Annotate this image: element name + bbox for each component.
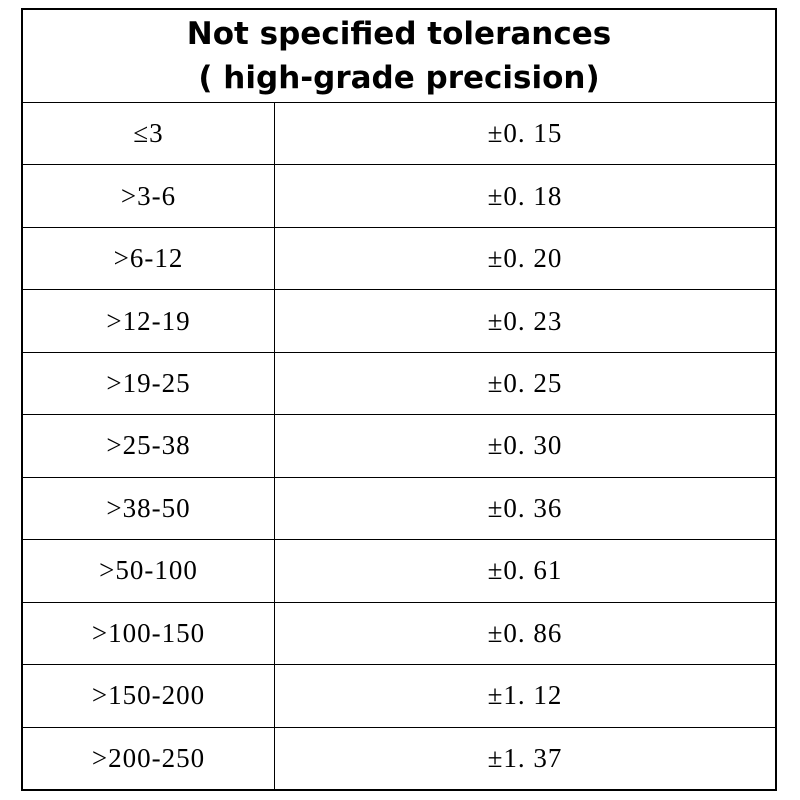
table-row: ≤3 ±0. 15 [23,103,775,166]
tolerance-cell: ±0. 86 [487,617,563,648]
table-row: >100-150 ±0. 86 [23,602,775,666]
table-row: >150-200 ±1. 12 [23,665,775,728]
tolerance-cell: ±0. 20 [487,243,563,274]
range-cell: >38-50 [23,477,275,540]
table-body: ≤3 ±0. 15 >3-6 ±0. 18 >6-12 ±0. 20 >12-1… [23,103,775,789]
range-cell: >12-19 [23,290,275,352]
table-row: >200-250 ±1. 37 [23,727,775,789]
table-title: Not specified tolerances ( high-grade pr… [23,10,775,103]
tolerance-cell: ±0. 25 [487,368,563,399]
table-row: >19-25 ±0. 25 [23,352,775,416]
range-cell: >50-100 [23,540,275,602]
tolerance-cell: ±1. 37 [487,742,563,773]
range-cell: >200-250 [23,727,275,789]
range-cell: >6-12 [23,227,275,290]
tolerance-cell: ±0. 18 [487,180,563,211]
tolerance-table: Not specified tolerances ( high-grade pr… [21,8,777,791]
table-row: >38-50 ±0. 36 [23,477,775,541]
tolerance-cell: ±0. 15 [487,118,563,149]
tolerance-cell: ±1. 12 [487,680,563,711]
tolerance-cell: ±0. 61 [487,555,563,586]
table-row: >12-19 ±0. 23 [23,290,775,353]
tolerance-cell: ±0. 23 [487,305,563,336]
table-row: >6-12 ±0. 20 [23,227,775,291]
range-cell: >3-6 [23,165,275,227]
range-cell: >100-150 [23,602,275,665]
range-cell: >25-38 [23,415,275,477]
table-row: >25-38 ±0. 30 [23,415,775,478]
range-cell: >150-200 [23,665,275,727]
table-title-line2: ( high-grade precision) [198,60,600,96]
tolerance-cell: ±0. 30 [487,430,563,461]
table-row: >50-100 ±0. 61 [23,540,775,603]
table-title-line1: Not specified tolerances [186,16,612,52]
table-row: >3-6 ±0. 18 [23,165,775,228]
range-cell: ≤3 [23,103,275,165]
range-cell: >19-25 [23,352,275,415]
tolerance-cell: ±0. 36 [487,492,563,523]
